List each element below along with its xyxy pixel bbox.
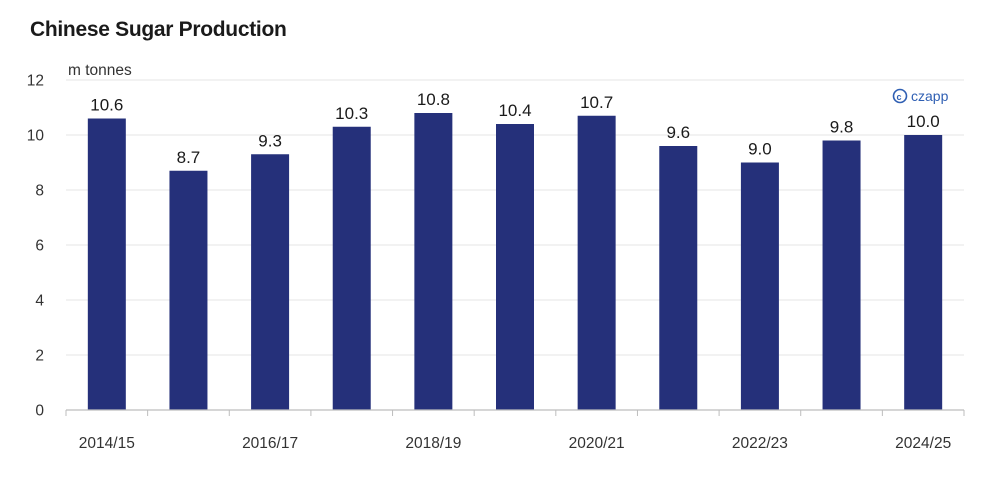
y-tick-label: 0 [35, 403, 44, 420]
bar [332, 126, 371, 410]
x-tick-label: 2016/17 [242, 435, 298, 452]
bar [251, 154, 290, 410]
y-tick-label: 10 [27, 128, 45, 145]
bar [904, 135, 943, 410]
data-label: 9.6 [666, 123, 690, 142]
bar [496, 124, 534, 410]
bar [169, 170, 208, 410]
chart-title: Chinese Sugar Production [30, 18, 287, 41]
data-label: 10.7 [580, 93, 613, 112]
copyright-icon [892, 88, 908, 104]
x-tick-label: 2020/21 [569, 435, 625, 452]
bar [740, 162, 779, 410]
data-label: 10.4 [498, 101, 531, 120]
data-label: 9.3 [258, 131, 282, 150]
y-tick-label: 2 [35, 348, 44, 365]
bar [822, 140, 861, 410]
bar [87, 118, 126, 410]
y-tick-label: 8 [35, 183, 44, 200]
axes: 0 2 4 6 8 10 12 2014/15 2016/17 2018/19 2020/21 202… [27, 73, 965, 452]
bar [414, 113, 453, 410]
bar [659, 146, 698, 410]
czapp-logo: c czapp [892, 88, 949, 104]
watermark-text: czapp [911, 88, 949, 104]
data-label: 9.8 [830, 118, 854, 137]
y-tick-label: 12 [27, 73, 44, 90]
x-tick-label: 2022/23 [732, 435, 788, 452]
data-label: 10.8 [417, 90, 450, 109]
data-labels: 10.6 8.7 9.3 10.3 10.8 10.4 10.7 9.6 9.0 9.8 10.0 [90, 90, 939, 167]
x-tick-label: 2014/15 [79, 435, 135, 452]
data-label: 8.7 [177, 148, 201, 167]
y-tick-label: 6 [35, 238, 44, 255]
data-label: 10.0 [907, 112, 940, 131]
x-tick-label: 2024/25 [895, 435, 951, 452]
bars [87, 113, 943, 410]
y-tick-label: 4 [35, 293, 44, 310]
bar [577, 115, 616, 410]
x-tick-label: 2018/19 [405, 435, 461, 452]
data-label: 10.3 [335, 104, 368, 123]
data-label: 9.0 [748, 140, 772, 159]
data-label: 10.6 [90, 96, 123, 115]
y-axis-unit-label: m tonnes [68, 62, 132, 79]
copyright-icon-glyph: c [897, 92, 902, 102]
